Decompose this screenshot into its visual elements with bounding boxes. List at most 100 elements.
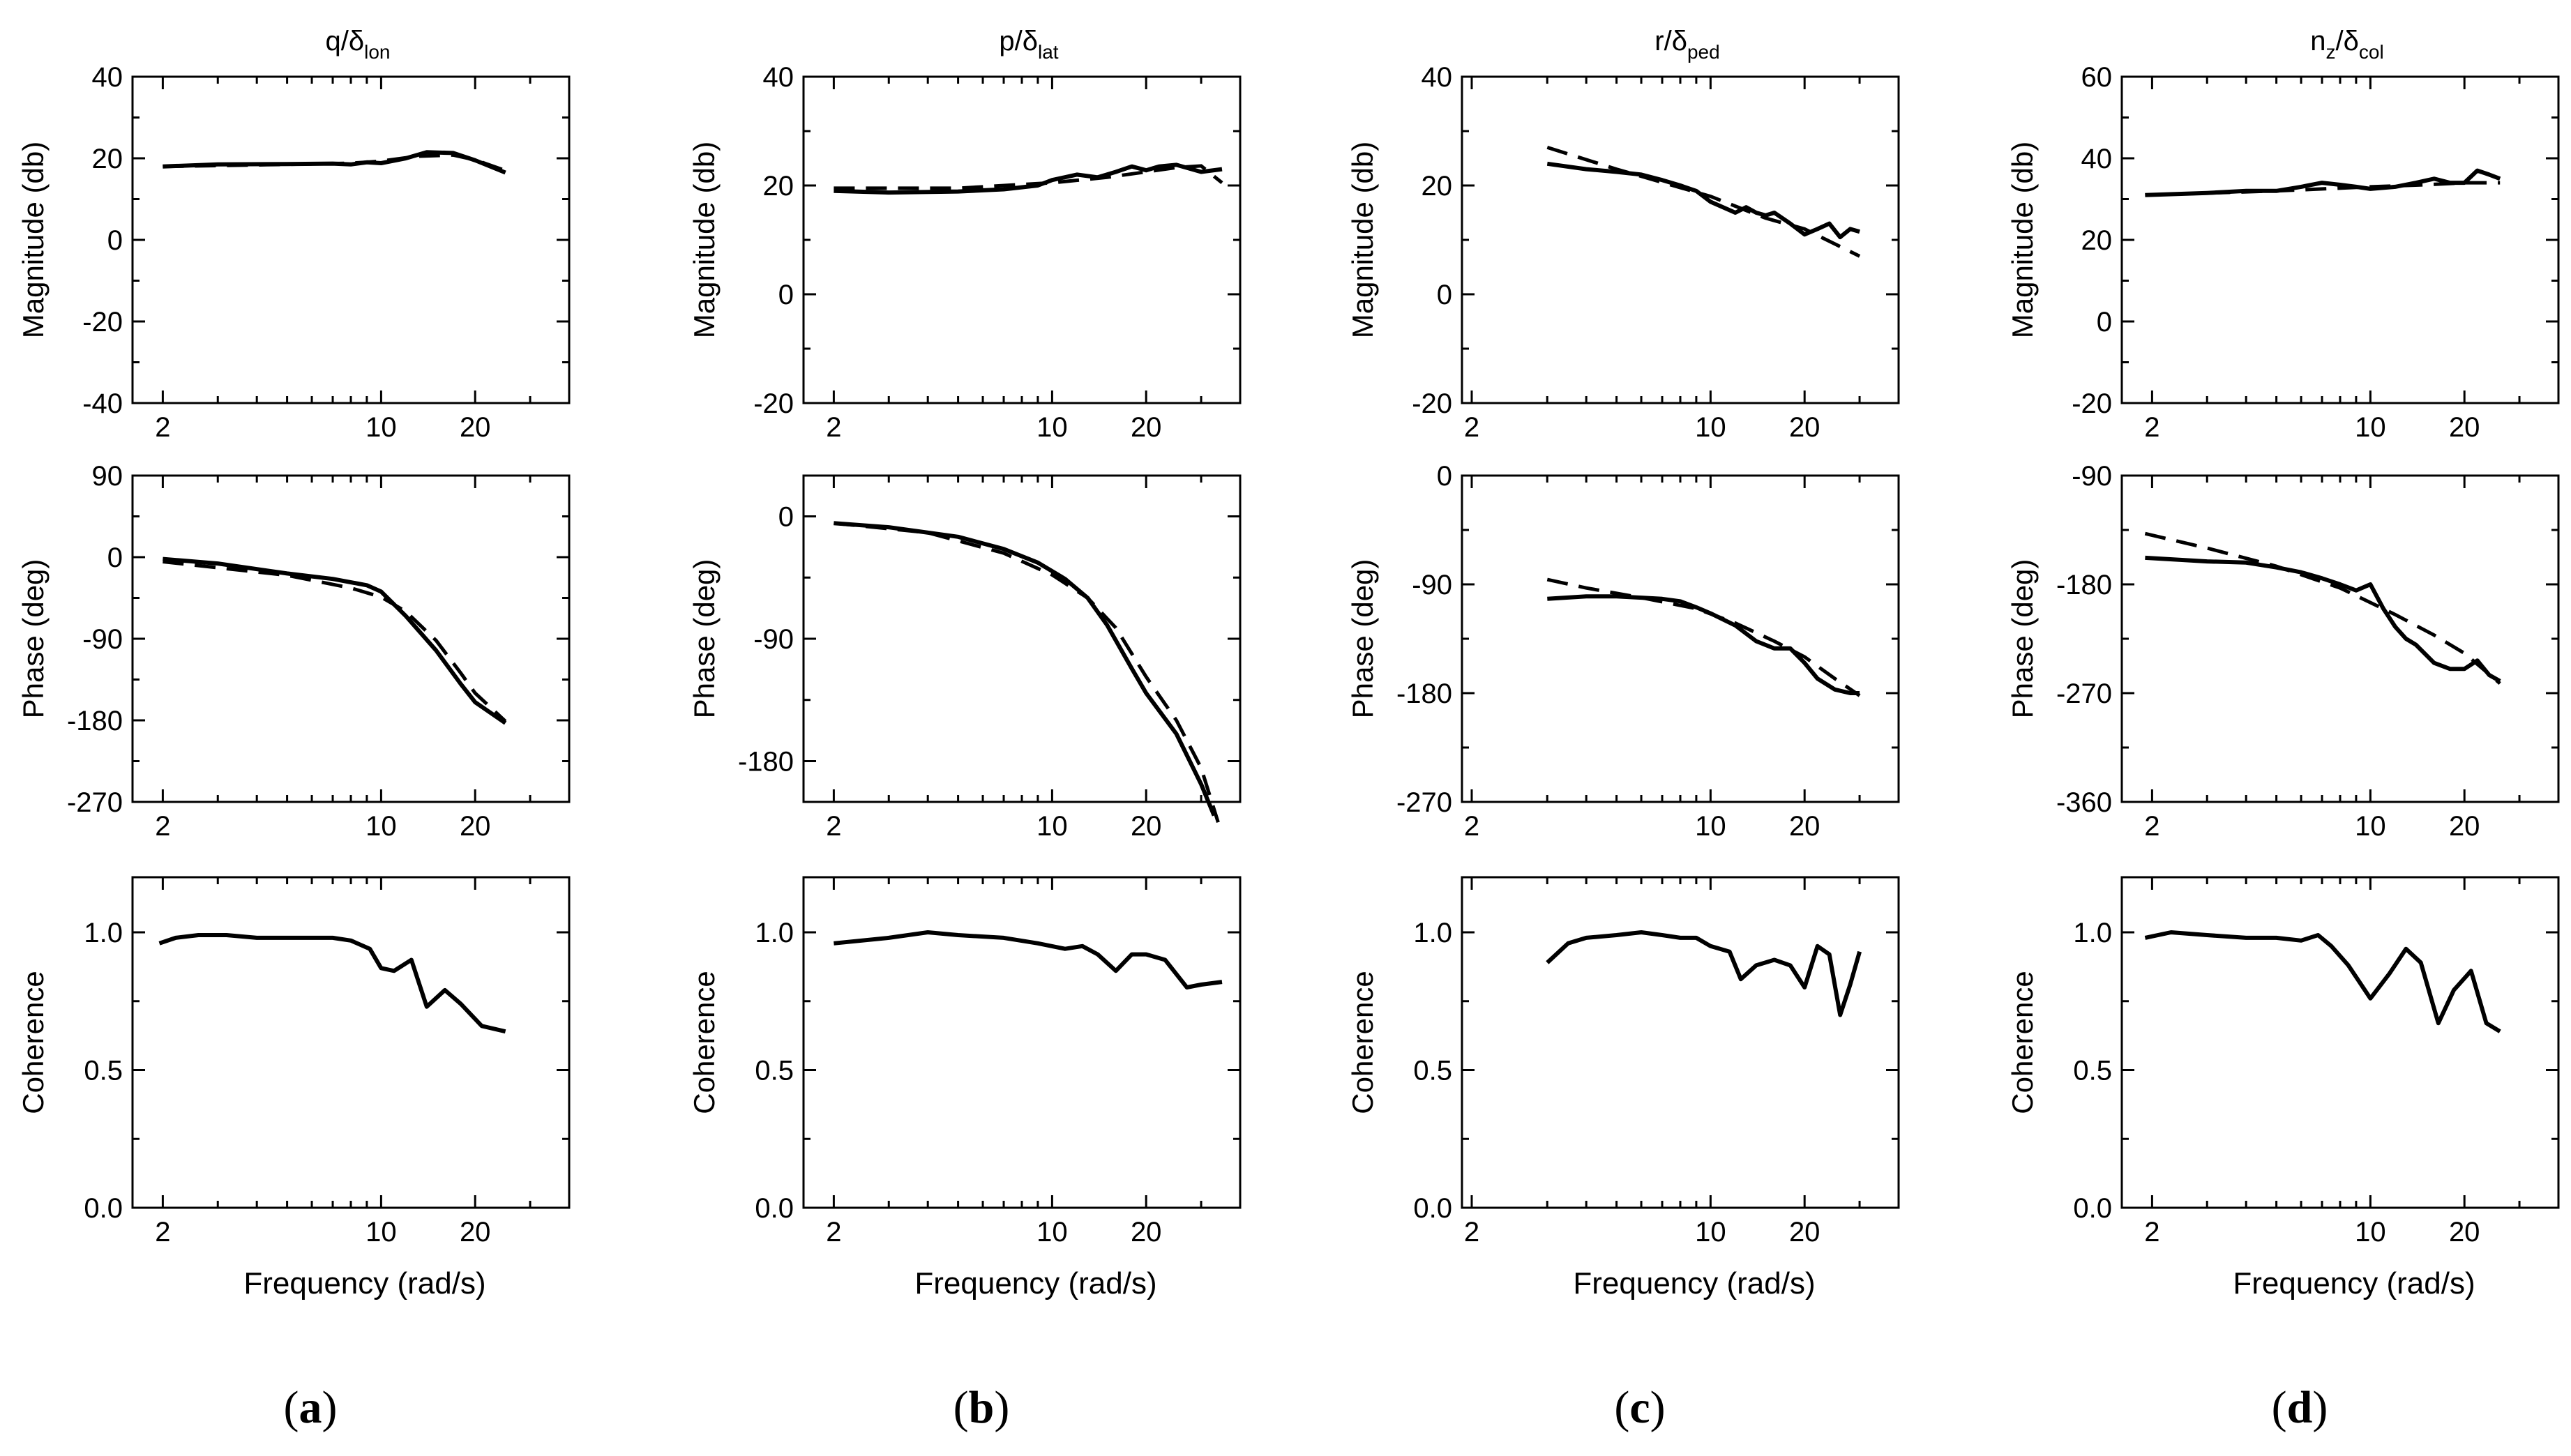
x-tick-label: 2 [1464,811,1479,842]
phase-plot: -90 -180 -270 -360 2 10 20 Phase (deg) [2006,461,2560,842]
x-tick-label: 2 [2144,811,2159,842]
panel-title: q/δlon [326,26,391,63]
y-tick-label: -20 [2072,388,2112,419]
magnitude-ylabel: Magnitude (db) [2006,142,2039,339]
y-tick-label: 0 [1437,280,1452,310]
y-tick-label: 1.0 [755,918,794,948]
x-axis-label: Frequency (rad/s) [2233,1266,2475,1300]
x-tick-label: 20 [460,412,491,443]
phase-plot: 0 -90 -180 2 10 20 Phase (deg) [688,474,1242,842]
x-tick-label: 2 [155,811,170,842]
coherence-ylabel: Coherence [1346,971,1379,1114]
phase-plot: 90 0 -90 -180 -270 2 10 20 Phase (deg) [17,461,571,842]
y-tick-label: 40 [763,62,794,93]
y-tick-label: -90 [2072,461,2112,492]
phase-measured-line [163,556,507,725]
panel-title-main: p/δ [999,26,1038,56]
y-tick-label: 0.0 [755,1193,794,1224]
y-tick-label: 1.0 [2073,918,2112,948]
y-tick-label: 0 [107,225,123,256]
x-tick-label: 2 [2144,1217,2159,1248]
coherence-ylabel: Coherence [688,971,721,1114]
x-tick-label: 20 [1131,412,1162,443]
y-tick-label: 60 [2081,62,2113,93]
panel-title-main: r/δ [1654,26,1687,56]
panel-title: nz/δcol [2310,26,2383,63]
y-tick-label: 0.5 [1413,1056,1452,1086]
x-tick-label: 20 [2449,412,2480,443]
x-tick-label: 2 [155,1217,170,1248]
panel-caption: (d) [2272,1382,2328,1433]
x-tick-label: 2 [826,1217,841,1248]
x-tick-label: 20 [1789,412,1820,443]
phase-model-line [2144,531,2501,685]
y-tick-label: -180 [2056,570,2112,600]
coherence-plot: 1.0 0.5 0.0 2 10 20 Coherence [1346,876,1900,1248]
panel-caption: (c) [1614,1382,1665,1433]
x-tick-label: 20 [1789,811,1820,842]
magnitude-measured-line [1546,161,1860,240]
magnitude-model-line [834,164,1223,190]
x-tick-label: 10 [2355,811,2386,842]
y-tick-label: -270 [1396,787,1452,818]
y-tick-label: 0.5 [2073,1056,2112,1086]
panel-caption: (b) [953,1382,1010,1433]
magnitude-measured-line [163,150,506,175]
y-tick-label: 20 [763,171,794,202]
magnitude-plot: 40 20 0 -20 2 10 20 Magnitude (db) [1346,62,1900,443]
x-tick-label: 10 [1695,1217,1726,1248]
panel-title-main: n [2310,26,2325,56]
phase-model-line [1546,577,1861,697]
phase-measured-line [834,521,1216,817]
x-tick-label: 2 [826,412,841,443]
y-tick-label: 0 [2097,307,2112,338]
x-tick-label: 20 [460,811,491,842]
phase-measured-line [1547,594,1860,695]
panel-title-subscript: ped [1687,41,1720,63]
y-tick-label: 90 [92,461,123,492]
coherence-ylabel: Coherence [2006,971,2039,1114]
magnitude-measured-line [834,162,1223,195]
x-tick-label: 2 [1464,1217,1479,1248]
y-tick-label: 0.5 [755,1056,794,1086]
plot-frame [2120,876,2560,1209]
plot-frame [1461,75,1900,404]
x-tick-label: 10 [1036,412,1068,443]
y-tick-label: -270 [67,787,123,818]
magnitude-model-line [1546,146,1861,258]
y-tick-label: 1.0 [84,918,123,948]
x-tick-label: 20 [460,1217,491,1248]
phase-model-line [163,560,507,723]
y-tick-label: 0 [1437,461,1452,492]
y-tick-label: -180 [738,747,794,778]
magnitude-measured-line [2145,168,2501,197]
panel-a: q/δlon 40 20 0 -20 -40 2 10 20 Magnitude (db) 90 0 -… [17,26,571,1433]
coherence-plot: 1.0 0.5 0.0 2 10 20 Coherence [17,876,571,1248]
x-tick-label: 10 [2355,1217,2386,1248]
x-tick-label: 10 [1695,412,1726,443]
y-tick-label: 20 [1422,171,1453,202]
phase-ylabel: Phase (deg) [688,559,721,719]
panel-b: p/δlat 40 20 0 -20 2 10 20 Magnitude (db) 0 -90 -18… [688,26,1242,1433]
x-tick-label: 2 [826,811,841,842]
coherence-plot: 1.0 0.5 0.0 2 10 20 Coherence [2006,876,2560,1248]
x-tick-label: 10 [365,811,397,842]
x-tick-label: 10 [2355,412,2386,443]
panel-caption: (a) [284,1382,338,1433]
y-tick-label: -90 [82,624,123,655]
coherence-plot: 1.0 0.5 0.0 2 10 20 Coherence [688,876,1242,1248]
x-tick-label: 10 [365,412,397,443]
magnitude-plot: 40 20 0 -20 2 10 20 Magnitude (db) [688,62,1242,443]
y-tick-label: -20 [753,388,794,419]
x-tick-label: 20 [2449,1217,2480,1248]
plot-frame [131,474,571,803]
magnitude-ylabel: Magnitude (db) [17,142,50,339]
coherence-line [2144,930,2501,1033]
y-tick-label: -90 [1412,570,1452,600]
y-tick-label: 0.0 [1413,1193,1452,1224]
x-tick-label: 20 [2449,811,2480,842]
phase-model-line [834,521,1220,824]
panel-title-subscript: lon [364,41,390,63]
panel-title-after: /δ [2336,26,2359,56]
